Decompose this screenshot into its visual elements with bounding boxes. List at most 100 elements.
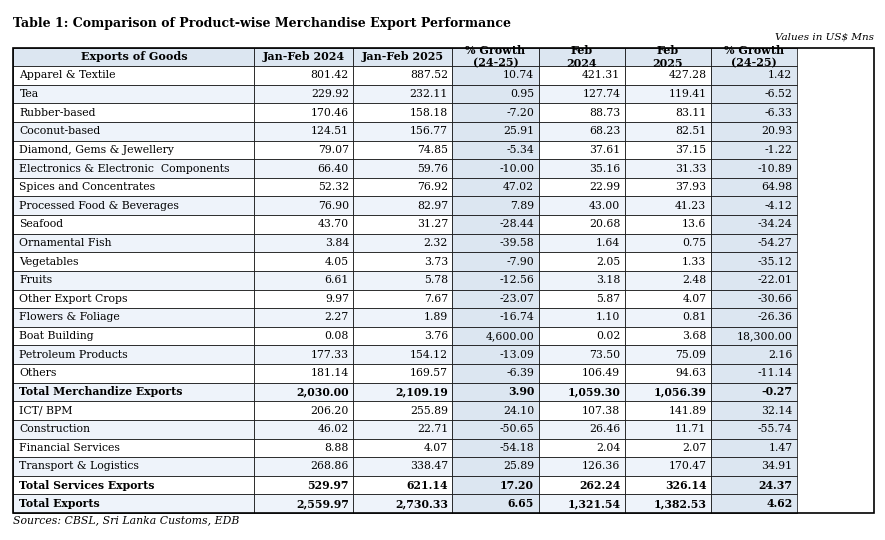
Text: 24.10: 24.10 <box>503 406 535 416</box>
Text: Ornamental Fish: Ornamental Fish <box>19 238 112 248</box>
Text: 11.71: 11.71 <box>675 424 706 434</box>
Text: 5.78: 5.78 <box>424 275 448 285</box>
Text: 35.16: 35.16 <box>589 164 620 173</box>
Text: Financial Services: Financial Services <box>19 443 120 453</box>
Text: 43.00: 43.00 <box>589 201 620 211</box>
Text: 421.31: 421.31 <box>582 70 620 80</box>
Text: 0.08: 0.08 <box>325 331 349 341</box>
Text: Others: Others <box>19 368 57 379</box>
Text: 31.27: 31.27 <box>417 219 448 230</box>
Text: 66.40: 66.40 <box>318 164 349 173</box>
Text: -6.33: -6.33 <box>765 107 792 118</box>
Text: 31.33: 31.33 <box>675 164 706 173</box>
Text: 0.95: 0.95 <box>510 89 535 99</box>
Text: Boat Building: Boat Building <box>19 331 94 341</box>
Text: 73.50: 73.50 <box>589 350 620 360</box>
Text: 22.71: 22.71 <box>417 424 448 434</box>
Text: 2,730.33: 2,730.33 <box>395 498 448 509</box>
Text: 20.93: 20.93 <box>761 126 792 136</box>
Text: -50.65: -50.65 <box>499 424 535 434</box>
Text: Construction: Construction <box>19 424 90 434</box>
Text: -0.27: -0.27 <box>761 387 792 397</box>
Text: Fruits: Fruits <box>19 275 52 285</box>
Text: -35.12: -35.12 <box>758 256 792 267</box>
Text: -4.12: -4.12 <box>765 201 792 211</box>
Text: -6.52: -6.52 <box>765 89 792 99</box>
Text: 79.07: 79.07 <box>318 145 349 155</box>
Text: 1,382.53: 1,382.53 <box>653 498 706 509</box>
Text: Seafood: Seafood <box>19 219 64 230</box>
Text: 4.05: 4.05 <box>325 256 349 267</box>
Text: 158.18: 158.18 <box>410 107 448 118</box>
Text: 1,056.39: 1,056.39 <box>653 387 706 397</box>
Text: 1,321.54: 1,321.54 <box>567 498 620 509</box>
Text: 124.51: 124.51 <box>311 126 349 136</box>
Text: 4.07: 4.07 <box>682 294 706 304</box>
Text: 7.89: 7.89 <box>510 201 535 211</box>
Text: 76.90: 76.90 <box>318 201 349 211</box>
Text: 37.93: 37.93 <box>675 182 706 192</box>
Text: Flowers & Foliage: Flowers & Foliage <box>19 313 120 322</box>
Text: 94.63: 94.63 <box>675 368 706 379</box>
Text: Processed Food & Beverages: Processed Food & Beverages <box>19 201 180 211</box>
Text: 154.12: 154.12 <box>410 350 448 360</box>
Text: -26.36: -26.36 <box>758 313 792 322</box>
Text: 529.97: 529.97 <box>307 480 349 490</box>
Text: Table 1: Comparison of Product-wise Merchandise Export Performance: Table 1: Comparison of Product-wise Merc… <box>13 17 512 30</box>
Text: 3.84: 3.84 <box>325 238 349 248</box>
Text: 2,109.19: 2,109.19 <box>396 387 448 397</box>
Text: Values in US$ Mns: Values in US$ Mns <box>775 32 874 42</box>
Text: Feb
2025: Feb 2025 <box>652 45 683 69</box>
Text: 0.81: 0.81 <box>682 313 706 322</box>
Text: -13.09: -13.09 <box>499 350 535 360</box>
Text: 169.57: 169.57 <box>410 368 448 379</box>
Text: 0.02: 0.02 <box>596 331 620 341</box>
Text: 82.97: 82.97 <box>417 201 448 211</box>
Text: 1.33: 1.33 <box>682 256 706 267</box>
Text: -7.20: -7.20 <box>506 107 535 118</box>
Text: -54.27: -54.27 <box>758 238 792 248</box>
Text: 3.76: 3.76 <box>424 331 448 341</box>
Text: Exports of Goods: Exports of Goods <box>81 51 187 62</box>
Text: 255.89: 255.89 <box>410 406 448 416</box>
Text: 22.99: 22.99 <box>589 182 620 192</box>
Text: 887.52: 887.52 <box>410 70 448 80</box>
Text: -39.58: -39.58 <box>499 238 535 248</box>
Text: Total Exports: Total Exports <box>19 498 100 509</box>
Text: 46.02: 46.02 <box>318 424 349 434</box>
Text: 47.02: 47.02 <box>503 182 535 192</box>
Text: Electronics & Electronic  Components: Electronics & Electronic Components <box>19 164 230 173</box>
Text: 82.51: 82.51 <box>675 126 706 136</box>
Text: -11.14: -11.14 <box>758 368 792 379</box>
Text: 2,559.97: 2,559.97 <box>296 498 349 509</box>
Text: 8.88: 8.88 <box>325 443 349 453</box>
Text: Jan-Feb 2025: Jan-Feb 2025 <box>362 51 444 62</box>
Text: 76.92: 76.92 <box>417 182 448 192</box>
Text: 1.64: 1.64 <box>596 238 620 248</box>
Text: 13.6: 13.6 <box>682 219 706 230</box>
Text: 170.47: 170.47 <box>668 462 706 471</box>
Text: 32.14: 32.14 <box>761 406 792 416</box>
Text: 3.90: 3.90 <box>508 387 535 397</box>
Text: 64.98: 64.98 <box>761 182 792 192</box>
Text: 621.14: 621.14 <box>406 480 448 490</box>
Text: 127.74: 127.74 <box>582 89 620 99</box>
Text: Spices and Concentrates: Spices and Concentrates <box>19 182 156 192</box>
Text: 41.23: 41.23 <box>675 201 706 211</box>
Text: 6.61: 6.61 <box>325 275 349 285</box>
Text: 801.42: 801.42 <box>311 70 349 80</box>
Text: -23.07: -23.07 <box>499 294 535 304</box>
Text: Transport & Logistics: Transport & Logistics <box>19 462 139 471</box>
Text: Total Merchandize Exports: Total Merchandize Exports <box>19 387 183 397</box>
Text: -12.56: -12.56 <box>499 275 535 285</box>
Text: Total Services Exports: Total Services Exports <box>19 480 155 490</box>
Text: 17.20: 17.20 <box>500 480 535 490</box>
Text: 326.14: 326.14 <box>665 480 706 490</box>
Text: 1,059.30: 1,059.30 <box>567 387 620 397</box>
Text: -55.74: -55.74 <box>758 424 792 434</box>
Text: 43.70: 43.70 <box>318 219 349 230</box>
Text: 3.68: 3.68 <box>682 331 706 341</box>
Text: 2.16: 2.16 <box>768 350 792 360</box>
Text: -28.44: -28.44 <box>499 219 535 230</box>
Text: 156.77: 156.77 <box>410 126 448 136</box>
